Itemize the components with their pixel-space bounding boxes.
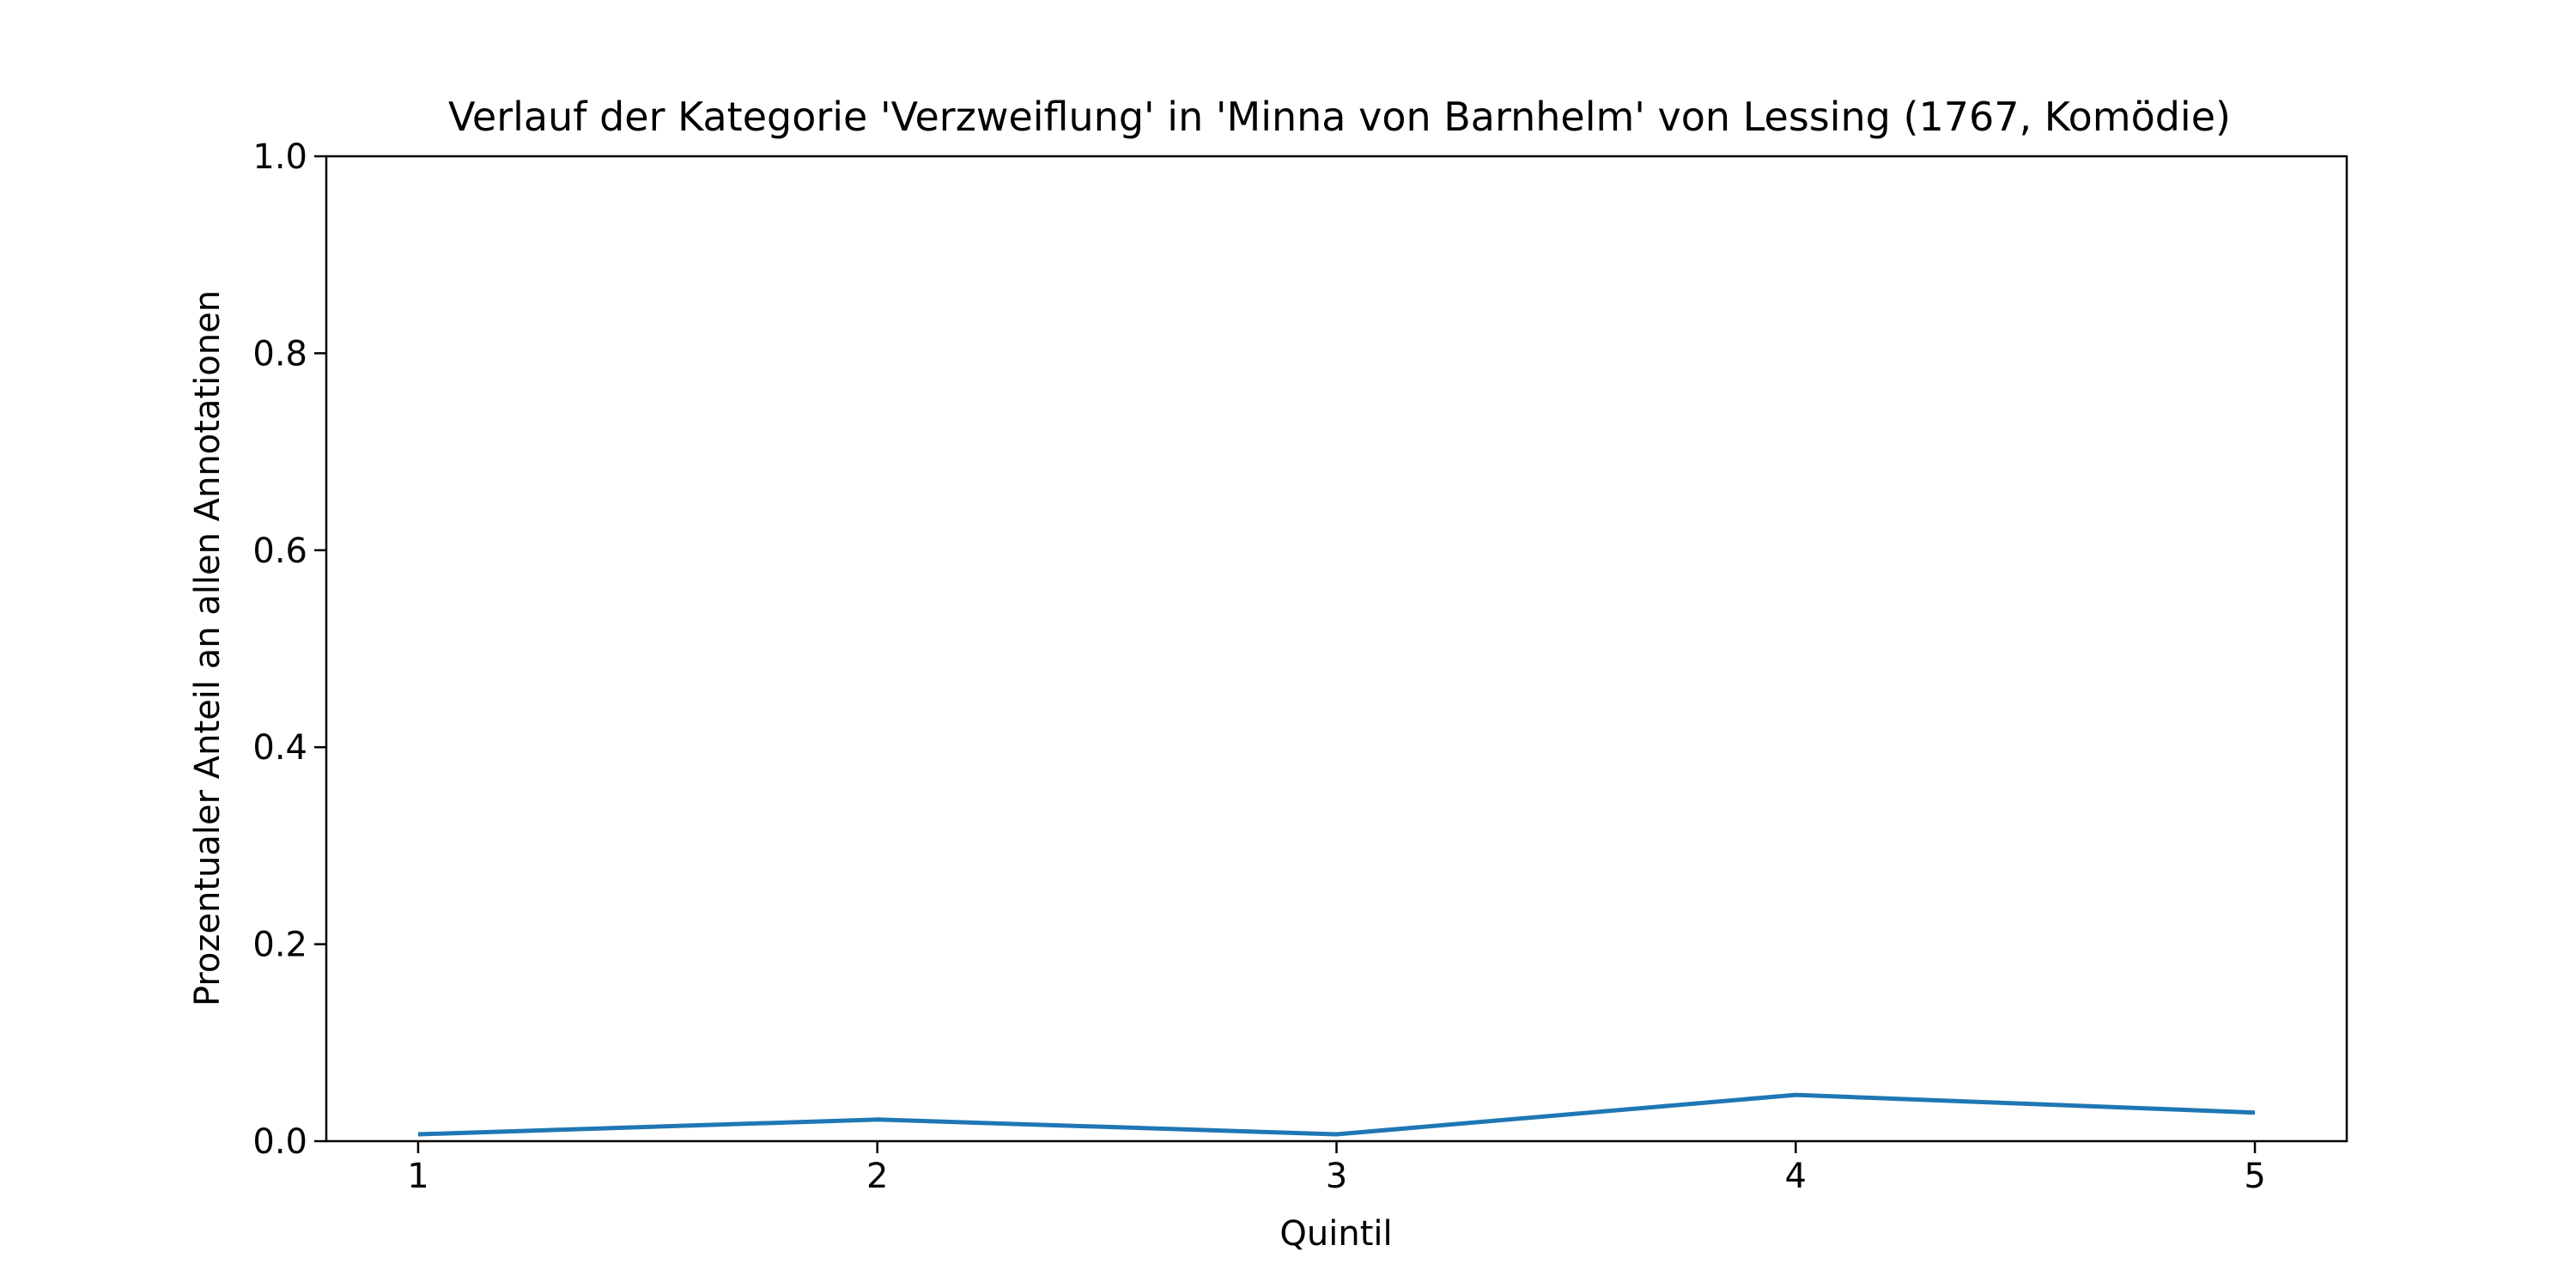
x-axis: 1 2 3 4 5 bbox=[407, 1141, 2266, 1196]
y-axis-label: Prozentualer Anteil an allen Annotatione… bbox=[188, 290, 228, 1006]
x-tick-label: 2 bbox=[866, 1157, 888, 1196]
y-axis: 0.0 0.2 0.4 0.6 0.8 1.0 bbox=[252, 137, 326, 1162]
x-tick-label: 3 bbox=[1326, 1157, 1347, 1196]
y-tick-label: 0.8 bbox=[252, 334, 307, 374]
plot-area-frame bbox=[325, 155, 2348, 1143]
chart-title: Verlauf der Kategorie 'Verzweiflung' in … bbox=[448, 94, 2231, 140]
series-layer bbox=[417, 1092, 2256, 1137]
x-tick-label: 1 bbox=[407, 1157, 428, 1196]
y-tick-label: 0.2 bbox=[252, 926, 307, 965]
x-axis-label: Quintil bbox=[1279, 1214, 1392, 1254]
y-tick-label: 0.6 bbox=[252, 532, 307, 571]
x-tick-label: 4 bbox=[1785, 1157, 1807, 1196]
y-tick-label: 1.0 bbox=[252, 137, 307, 177]
x-tick-label: 5 bbox=[2244, 1157, 2265, 1196]
y-tick-label: 0.4 bbox=[252, 728, 307, 768]
series-line bbox=[417, 1092, 2256, 1137]
y-tick-label: 0.0 bbox=[252, 1122, 307, 1162]
